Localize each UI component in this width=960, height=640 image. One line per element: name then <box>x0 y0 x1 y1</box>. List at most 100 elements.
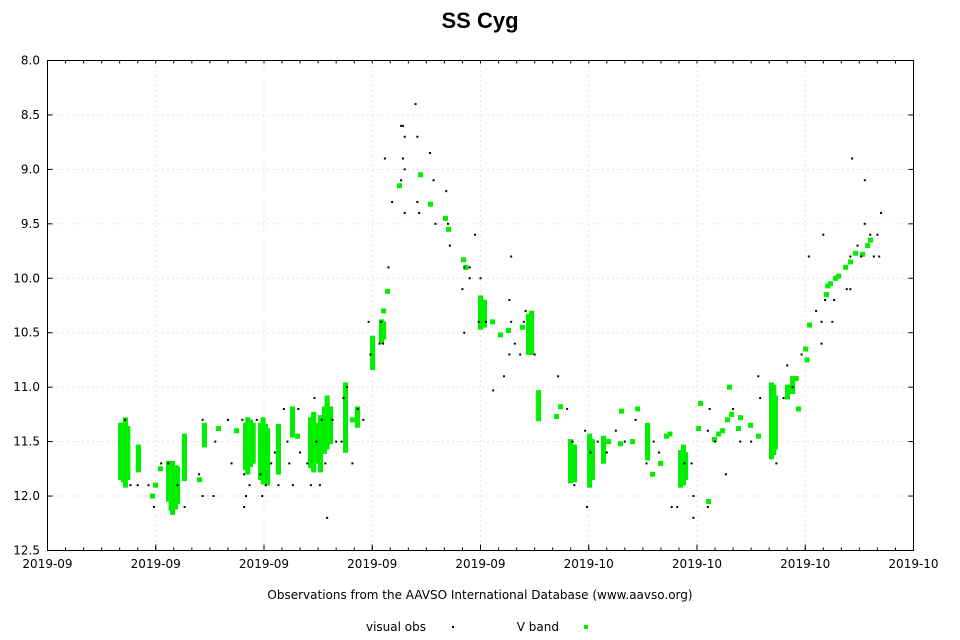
v-band-point <box>295 433 301 439</box>
visual-obs-point <box>264 484 267 487</box>
v-band-point <box>250 452 256 458</box>
v-band-point <box>716 431 722 437</box>
v-band-point <box>321 439 327 445</box>
v-band-point <box>118 445 124 451</box>
v-band-point <box>258 435 264 441</box>
v-band-point <box>587 482 593 488</box>
visual-obs-point <box>724 473 727 476</box>
v-band-point <box>275 443 281 449</box>
visual-obs-point <box>605 451 608 454</box>
v-band-point <box>324 411 330 417</box>
v-band-point <box>328 429 334 435</box>
visual-obs-point <box>318 484 321 487</box>
v-band-point <box>324 415 330 421</box>
visual-obs-point <box>383 157 386 160</box>
visual-obs-point <box>306 462 309 465</box>
v-band-point <box>536 412 542 418</box>
v-band-point <box>343 444 349 450</box>
v-band-point <box>860 251 866 257</box>
v-band-point <box>343 405 349 411</box>
v-band-point <box>324 395 330 401</box>
v-band-point <box>135 454 141 460</box>
v-band-point <box>571 473 577 479</box>
v-band-point <box>275 463 281 469</box>
visual-obs-point <box>243 505 246 508</box>
v-band-point <box>568 442 574 448</box>
visual-obs-point <box>463 266 466 269</box>
v-band-point <box>321 426 327 432</box>
v-band-point <box>678 482 684 488</box>
v-band-point <box>618 441 624 447</box>
v-band-point <box>308 443 314 449</box>
v-band-point <box>481 309 487 315</box>
v-band-point <box>587 453 593 459</box>
v-band-point <box>343 421 349 427</box>
v-band-point <box>245 427 251 433</box>
visual-obs-point <box>277 484 280 487</box>
v-band-point <box>756 433 762 439</box>
v-band-point <box>175 476 181 482</box>
visual-obs-point <box>297 407 300 410</box>
v-band-point <box>258 442 264 448</box>
v-band-point <box>601 458 607 464</box>
v-band-point <box>275 440 281 446</box>
v-band-point <box>290 419 296 425</box>
y-tick-label: 11.5 <box>13 435 40 449</box>
v-band-point <box>601 452 607 458</box>
v-band-point <box>308 433 314 439</box>
v-band-point <box>381 328 387 334</box>
y-tick-label: 11.0 <box>13 380 40 394</box>
v-band-point <box>321 419 327 425</box>
v-band-point <box>785 387 791 393</box>
v-band-point <box>308 420 314 426</box>
visual-obs-point <box>356 407 359 410</box>
v-band-point <box>308 453 314 459</box>
v-band-point <box>265 434 271 440</box>
v-band-point <box>343 392 349 398</box>
v-band-point <box>308 417 314 423</box>
y-tick-label: 8.5 <box>21 108 40 122</box>
visual-obs-point <box>261 495 264 498</box>
v-band-point <box>328 416 334 422</box>
v-band-point <box>680 447 686 453</box>
visual-obs-point <box>463 331 466 334</box>
v-band-point <box>258 448 264 454</box>
v-band-point <box>258 452 264 458</box>
v-band-point <box>317 444 323 450</box>
v-band-point <box>645 422 651 428</box>
visual-obs-point <box>403 211 406 214</box>
v-band-point <box>589 445 595 451</box>
v-band-point <box>321 412 327 418</box>
v-band-point <box>833 275 839 281</box>
x-tick-label: 2019-10 <box>888 557 938 571</box>
v-band-point <box>606 439 612 445</box>
v-band-point <box>481 312 487 318</box>
visual-obs-point <box>418 211 421 214</box>
v-band-point <box>170 480 176 486</box>
visual-obs-point <box>255 418 258 421</box>
v-band-point <box>678 479 684 485</box>
v-band-point <box>317 418 323 424</box>
visual-obs-point <box>824 299 827 302</box>
y-tick-label: 10.5 <box>13 326 40 340</box>
v-band-point <box>275 446 281 452</box>
visual-obs-point <box>822 233 825 236</box>
visual-obs-point <box>477 320 480 323</box>
v-band-point <box>683 458 689 464</box>
visual-obs-point <box>212 495 215 498</box>
legend-marker-v-band <box>584 625 588 629</box>
v-band-point <box>250 422 256 428</box>
visual-obs-point <box>243 473 246 476</box>
v-band-point <box>658 460 664 466</box>
visual-obs-point <box>136 484 139 487</box>
visual-obs-point <box>474 233 477 236</box>
visual-obs-point <box>315 440 318 443</box>
v-band-point <box>505 328 511 334</box>
v-band-point <box>135 451 141 457</box>
v-band-point <box>343 402 349 408</box>
v-band-point <box>247 429 253 435</box>
v-band-point <box>370 345 376 351</box>
v-band-point <box>645 442 651 448</box>
v-band-point <box>568 452 574 458</box>
v-band-point <box>290 426 296 432</box>
